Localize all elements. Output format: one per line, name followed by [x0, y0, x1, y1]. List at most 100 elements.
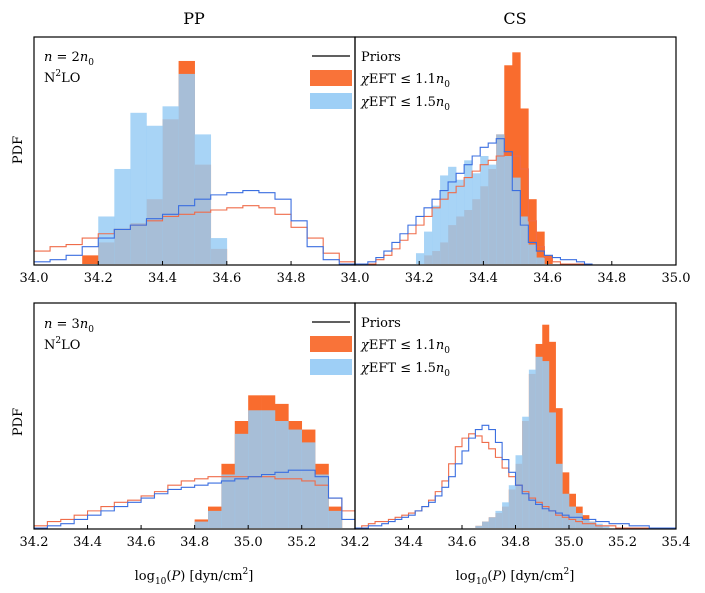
histogram-bar: [178, 73, 195, 264]
histogram-bar: [512, 52, 521, 264]
legend-top: Priors χEFT ≤ 1.1n0​ χEFT ≤ 1.5n0​: [310, 50, 450, 113]
x-tick-label: 34.2: [341, 535, 370, 550]
legend-chieft-1p1-label: χEFT ≤ 1.1n0​: [360, 338, 450, 356]
ylabel-top: PDF: [11, 136, 26, 164]
histogram-bar: [488, 517, 496, 528]
plot-area: [34, 60, 355, 265]
column-title-cs: CS: [503, 9, 526, 28]
histogram-bar: [130, 112, 147, 264]
histogram-bar: [162, 106, 179, 264]
column-title-pp: PP: [183, 9, 205, 28]
x-tick-label: 35.0: [555, 535, 584, 550]
legend-priors-label: Priors: [361, 316, 401, 331]
x-tick-label: 35.4: [662, 535, 691, 550]
x-tick-label: 34.0: [341, 271, 370, 286]
histogram-bar: [456, 179, 465, 264]
x-tick-label: 35.2: [608, 535, 637, 550]
x-tick-label: 34.6: [533, 271, 562, 286]
histogram-bar: [315, 474, 329, 528]
histogram-bar: [482, 521, 490, 528]
histogram-bar: [528, 369, 536, 528]
panel-cs-2n0: 34.0 34.2 34.4 34.6 34.8 35.0: [341, 36, 690, 286]
prior-step-line: [34, 469, 355, 529]
x-tick-label: 34.2: [405, 271, 434, 286]
histogram-bar: [542, 361, 550, 528]
row-annotation-order-bottom: N2LO: [44, 336, 80, 353]
x-tick-label: 35.0: [234, 535, 263, 550]
histogram-bar: [504, 156, 513, 264]
x-tick-label: 34.6: [212, 271, 241, 286]
prior-step-line: [34, 476, 355, 528]
xlabel-left: log10(P) [dyn/cm2]: [135, 567, 254, 587]
histogram-bar: [575, 513, 583, 528]
legend-bottom: Priors χEFT ≤ 1.1n0​ χEFT ≤ 1.5n0​: [310, 316, 450, 379]
histogram-bar: [508, 485, 516, 528]
histogram-bar: [495, 510, 503, 528]
x-tick-label: 34.4: [73, 535, 102, 550]
x-tick-label: 34.8: [501, 535, 530, 550]
histogram-bar: [274, 421, 289, 528]
plot-area: [34, 395, 355, 529]
histogram-bar: [210, 238, 228, 264]
histogram-bar: [448, 166, 457, 264]
histogram-bar: [528, 199, 537, 264]
histogram-bar: [562, 493, 570, 528]
histogram-bar: [496, 134, 505, 264]
axes-frame: [354, 36, 677, 266]
x-tick-label: 34.8: [180, 535, 209, 550]
x-tick-label: 34.6: [448, 535, 477, 550]
histogram-bar: [520, 216, 529, 264]
histogram-bar: [114, 168, 131, 264]
prior-step-line: [355, 138, 593, 265]
histogram-bar: [548, 412, 556, 528]
plot-area: [355, 324, 676, 529]
prior-step-line: [355, 433, 676, 529]
histogram-bar: [98, 216, 115, 264]
histogram-bar: [522, 416, 530, 528]
histogram-bar: [520, 108, 529, 264]
histogram-bar: [544, 255, 553, 264]
ylabel-bottom: PDF: [11, 408, 26, 436]
histogram-bar: [301, 442, 316, 528]
prior-step-line: [34, 190, 355, 265]
row-annotation-density-top: n = 2n0​: [44, 50, 94, 68]
histogram-bar: [82, 255, 99, 264]
histogram-bar: [480, 156, 489, 264]
histogram-bar: [512, 177, 521, 264]
x-tick-label: 34.2: [84, 271, 113, 286]
row-annotation-density-bottom: n = 3n0​: [44, 317, 94, 335]
histogram-bar: [221, 474, 236, 528]
histogram-bar: [464, 160, 473, 264]
x-tick-label: 34.4: [394, 535, 423, 550]
panel-cs-3n0: 34.2 34.4 34.6 34.8 35.0 35.2 35.4: [341, 302, 691, 550]
x-tick-label: 34.4: [469, 271, 498, 286]
legend-chieft-1p1-swatch: [310, 336, 352, 352]
x-tick-label: 34.4: [148, 271, 177, 286]
histogram-bar: [502, 502, 510, 528]
histogram-bar: [234, 433, 249, 528]
histogram-bar: [589, 521, 597, 528]
histogram-bar: [488, 164, 497, 264]
histogram-bar: [475, 525, 483, 528]
legend-chieft-1p5-swatch: [310, 359, 352, 375]
plot-area: [355, 52, 593, 265]
xlabel-right: log10(P) [dyn/cm2]: [456, 567, 575, 587]
prior-step-line: [355, 151, 593, 265]
histogram-bar: [424, 231, 433, 264]
panel-pp-3n0: 34.2 34.4 34.6 34.8 35.0 35.2: [20, 302, 356, 550]
histogram-bar: [535, 356, 543, 528]
x-tick-label: 35.2: [287, 535, 316, 550]
histogram-bar: [515, 455, 523, 528]
histogram-bar: [415, 253, 425, 264]
histogram-bar: [208, 510, 222, 528]
histogram-bar: [536, 231, 545, 264]
legend-chieft-1p1-label: χEFT ≤ 1.1n0​: [360, 72, 450, 90]
legend-chieft-1p5-label: χEFT ≤ 1.5n0​: [360, 95, 450, 113]
histogram-bar: [472, 173, 481, 264]
histogram-bar: [528, 244, 537, 264]
row-annotation-order-top: N2LO: [44, 69, 80, 86]
prior-step-line: [355, 424, 676, 529]
histogram-bar: [536, 257, 545, 264]
x-tick-label: 34.8: [277, 271, 306, 286]
